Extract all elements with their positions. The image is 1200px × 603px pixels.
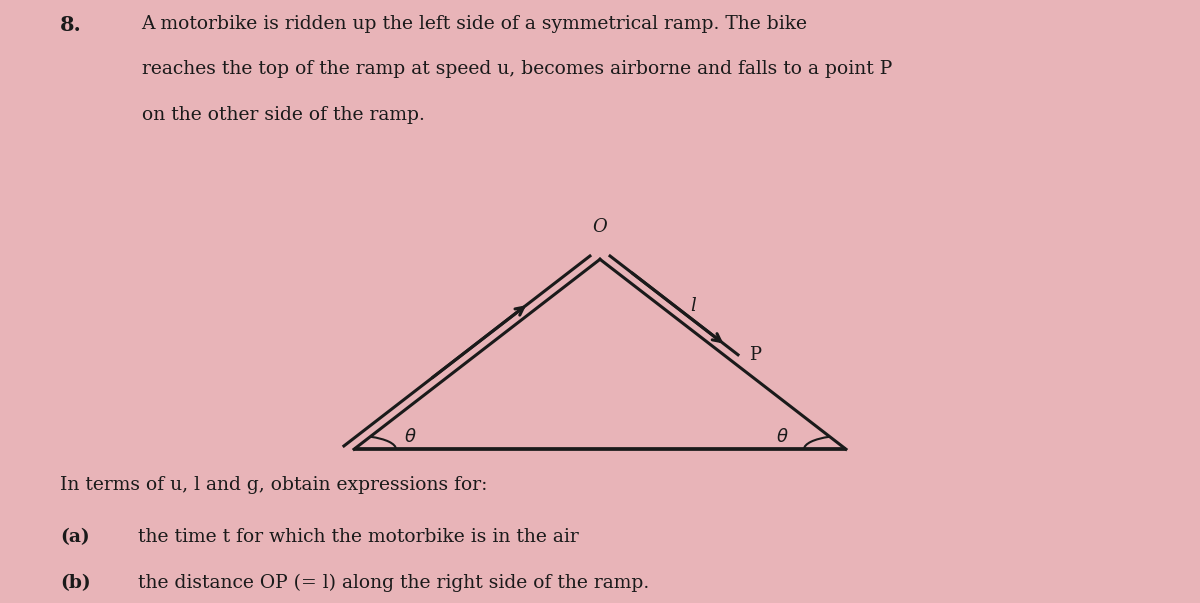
Text: reaches the top of the ramp at speed u, becomes airborne and falls to a point P: reaches the top of the ramp at speed u, …	[142, 60, 892, 78]
Text: In terms of u, l and g, obtain expressions for:: In terms of u, l and g, obtain expressio…	[60, 476, 487, 494]
Text: on the other side of the ramp.: on the other side of the ramp.	[142, 106, 425, 124]
Text: l: l	[690, 297, 696, 315]
Text: the distance OP (= l) along the right side of the ramp.: the distance OP (= l) along the right si…	[126, 574, 649, 592]
Text: the time t for which the motorbike is in the air: the time t for which the motorbike is in…	[126, 528, 578, 546]
Text: (a): (a)	[60, 528, 90, 546]
Text: P: P	[750, 346, 762, 364]
Text: O: O	[593, 218, 607, 236]
Text: $\theta$: $\theta$	[404, 428, 418, 446]
Text: (b): (b)	[60, 574, 91, 592]
Text: $\theta$: $\theta$	[776, 428, 790, 446]
Text: 8.: 8.	[60, 15, 82, 35]
Text: A motorbike is ridden up the left side of a symmetrical ramp. The bike: A motorbike is ridden up the left side o…	[142, 15, 808, 33]
